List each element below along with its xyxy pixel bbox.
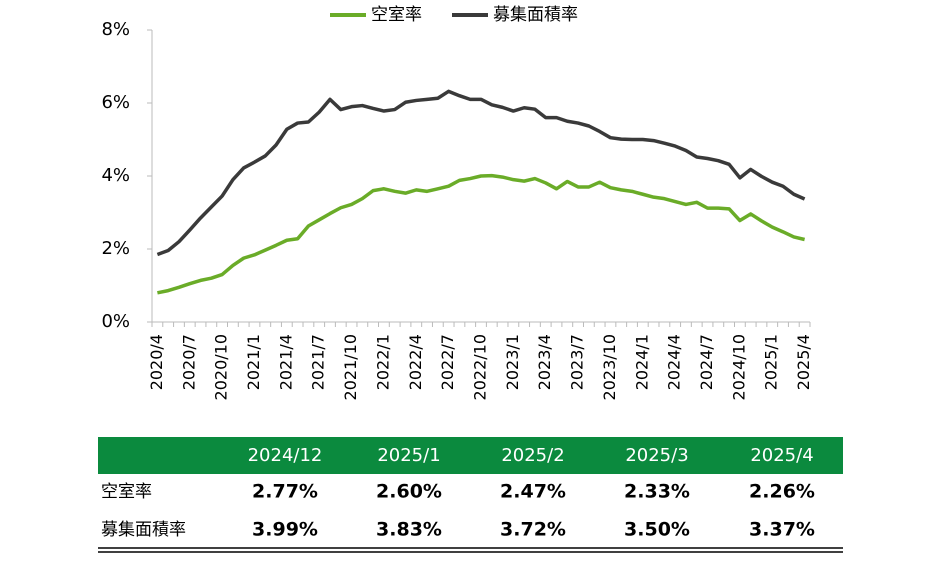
series-line bbox=[157, 173, 806, 295]
table-cell: 2.26% bbox=[749, 481, 815, 503]
legend-label: 募集面積率 bbox=[493, 5, 578, 25]
x-tick-label: 2023/7 bbox=[568, 334, 587, 390]
x-tick-label: 2023/10 bbox=[600, 334, 619, 400]
x-tick-label: 2024/4 bbox=[665, 334, 684, 390]
x-tick-label: 2023/1 bbox=[503, 334, 522, 390]
row-label: 空室率 bbox=[101, 482, 152, 502]
x-tick-label: 2022/4 bbox=[406, 334, 425, 390]
table-header: 2025/1 bbox=[377, 445, 440, 466]
x-tick-label: 2020/4 bbox=[147, 334, 166, 390]
x-tick-label: 2021/10 bbox=[341, 334, 360, 400]
x-tick-label: 2023/4 bbox=[535, 334, 554, 390]
legend-label: 空室率 bbox=[371, 5, 422, 25]
y-tick-label: 8% bbox=[101, 19, 130, 40]
x-tick-label: 2024/10 bbox=[729, 334, 748, 400]
table-cell: 2.33% bbox=[624, 481, 690, 503]
table-header: 2025/3 bbox=[625, 445, 688, 466]
table-cell: 3.99% bbox=[252, 519, 318, 541]
x-tick-label: 2022/1 bbox=[373, 334, 392, 390]
table-header-bg bbox=[98, 437, 843, 474]
y-tick-label: 6% bbox=[101, 92, 130, 113]
x-tick-label: 2024/7 bbox=[697, 334, 716, 390]
x-tick-label: 2022/10 bbox=[471, 334, 490, 400]
x-tick-label: 2022/7 bbox=[438, 334, 457, 390]
series-line bbox=[156, 89, 806, 257]
x-tick-label: 2021/1 bbox=[244, 334, 263, 390]
x-tick-label: 2021/7 bbox=[309, 334, 328, 390]
x-tick-label: 2020/10 bbox=[212, 334, 231, 400]
table-cell: 2.77% bbox=[252, 481, 318, 503]
x-tick-label: 2025/1 bbox=[762, 334, 781, 390]
table-cell: 3.72% bbox=[500, 519, 566, 541]
x-tick-label: 2024/1 bbox=[632, 334, 651, 390]
x-tick-label: 2021/4 bbox=[276, 334, 295, 390]
y-tick-label: 2% bbox=[101, 238, 130, 259]
x-tick-label: 2025/4 bbox=[794, 334, 813, 390]
table-cell: 3.50% bbox=[624, 519, 690, 541]
table-header: 2024/12 bbox=[248, 445, 323, 466]
table-cell: 3.83% bbox=[376, 519, 442, 541]
y-tick-label: 4% bbox=[101, 165, 130, 186]
table-header: 2025/2 bbox=[501, 445, 564, 466]
table-header: 2025/4 bbox=[750, 445, 813, 466]
table-cell: 3.37% bbox=[749, 519, 815, 541]
x-tick-label: 2020/7 bbox=[179, 334, 198, 390]
table-cell: 2.60% bbox=[376, 481, 442, 503]
row-label: 募集面積率 bbox=[101, 520, 186, 540]
table-cell: 2.47% bbox=[500, 481, 566, 503]
y-tick-label: 0% bbox=[101, 311, 130, 332]
